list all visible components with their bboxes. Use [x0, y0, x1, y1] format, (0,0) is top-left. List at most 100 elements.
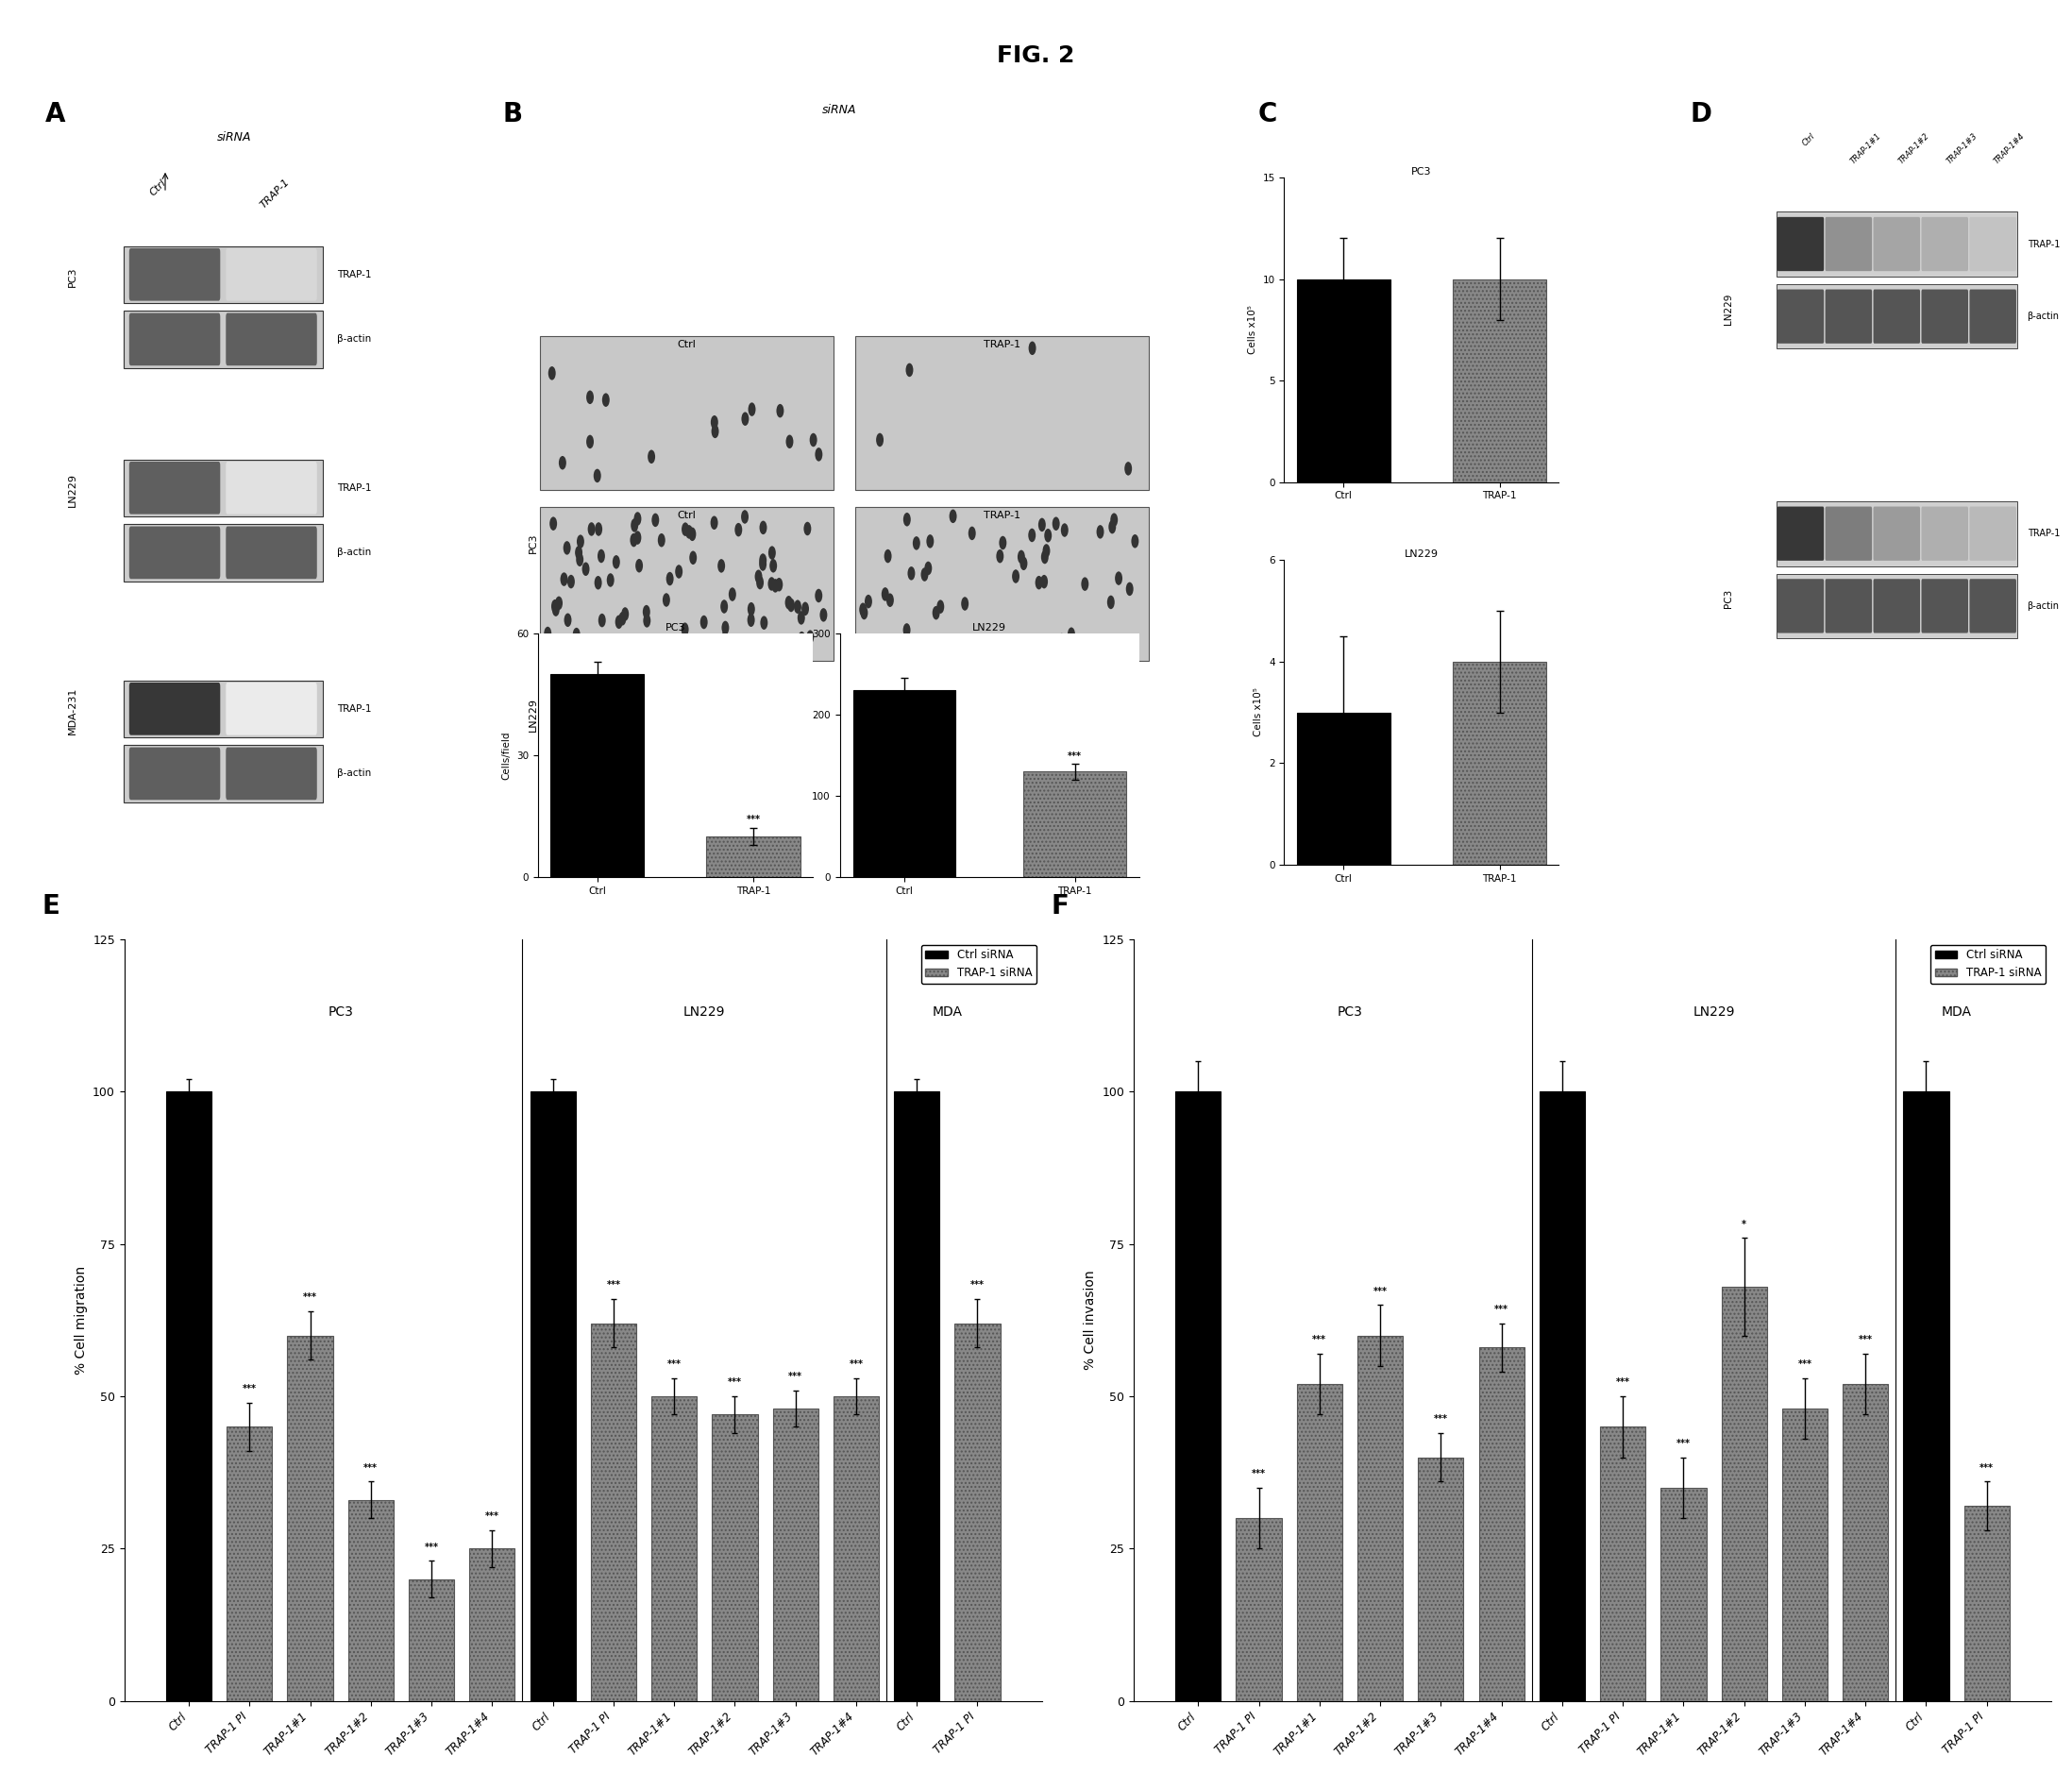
Ellipse shape	[885, 549, 891, 563]
Ellipse shape	[794, 601, 802, 613]
Text: TRAP-1: TRAP-1	[2026, 528, 2060, 539]
Ellipse shape	[588, 523, 595, 535]
Ellipse shape	[603, 393, 609, 408]
Ellipse shape	[572, 627, 580, 641]
Ellipse shape	[711, 516, 719, 530]
Ellipse shape	[1038, 517, 1046, 532]
Ellipse shape	[636, 558, 642, 572]
Bar	[551, 673, 644, 877]
Title: PC3: PC3	[1411, 167, 1432, 177]
FancyBboxPatch shape	[128, 526, 220, 579]
Text: PC3: PC3	[528, 533, 539, 553]
Ellipse shape	[551, 602, 559, 617]
Ellipse shape	[1131, 535, 1140, 548]
Text: MDA-231: MDA-231	[68, 688, 77, 735]
Ellipse shape	[657, 533, 665, 548]
FancyBboxPatch shape	[1778, 507, 1823, 560]
Ellipse shape	[649, 450, 655, 464]
Ellipse shape	[690, 551, 696, 565]
FancyBboxPatch shape	[226, 314, 317, 365]
Text: β-actin: β-actin	[338, 769, 371, 778]
Ellipse shape	[860, 602, 866, 617]
Ellipse shape	[769, 558, 777, 572]
Bar	[707, 836, 800, 877]
Ellipse shape	[1115, 571, 1123, 585]
Legend: Ctrl siRNA, TRAP-1 siRNA: Ctrl siRNA, TRAP-1 siRNA	[922, 944, 1036, 983]
Ellipse shape	[549, 367, 555, 379]
Text: TRAP-1: TRAP-1	[338, 703, 371, 714]
Bar	[1776, 501, 2016, 565]
Bar	[226, 1426, 271, 1701]
FancyBboxPatch shape	[1778, 216, 1823, 271]
Bar	[854, 691, 955, 877]
FancyBboxPatch shape	[1778, 579, 1823, 633]
Text: *: *	[1743, 1219, 1747, 1228]
Bar	[124, 525, 323, 581]
Bar	[1964, 1506, 2010, 1701]
Text: PC3: PC3	[68, 266, 77, 287]
Text: D: D	[1691, 101, 1711, 128]
Ellipse shape	[597, 549, 605, 563]
Bar	[541, 507, 833, 661]
Title: LN229: LN229	[972, 624, 1007, 633]
Ellipse shape	[775, 578, 783, 592]
Text: TRAP-1#1: TRAP-1#1	[1848, 131, 1883, 167]
Ellipse shape	[586, 390, 595, 404]
Text: ***: ***	[727, 1379, 742, 1387]
Text: ***: ***	[485, 1512, 499, 1522]
Bar	[1722, 1286, 1767, 1701]
FancyBboxPatch shape	[128, 682, 220, 735]
Ellipse shape	[903, 624, 910, 636]
Text: LN229: LN229	[684, 1005, 725, 1019]
Ellipse shape	[599, 613, 605, 627]
Ellipse shape	[881, 587, 889, 601]
Ellipse shape	[876, 432, 883, 447]
Ellipse shape	[787, 599, 796, 611]
Ellipse shape	[1028, 342, 1036, 354]
Text: ***: ***	[1676, 1439, 1691, 1448]
Bar	[651, 1396, 696, 1701]
Ellipse shape	[582, 562, 591, 576]
Text: ***: ***	[1616, 1379, 1631, 1387]
FancyBboxPatch shape	[226, 248, 317, 301]
Text: ***: ***	[1312, 1334, 1326, 1345]
Text: siRNA: siRNA	[976, 962, 1005, 971]
Ellipse shape	[814, 588, 823, 602]
FancyBboxPatch shape	[1873, 507, 1921, 560]
FancyBboxPatch shape	[1825, 289, 1871, 344]
Bar	[124, 459, 323, 516]
FancyBboxPatch shape	[1825, 507, 1871, 560]
FancyBboxPatch shape	[1970, 289, 2016, 344]
Text: TRAP-1#4: TRAP-1#4	[1993, 131, 2026, 167]
Ellipse shape	[785, 595, 792, 610]
Ellipse shape	[802, 602, 808, 615]
Ellipse shape	[887, 594, 893, 608]
Text: ***: ***	[746, 815, 760, 824]
Bar	[1237, 1519, 1283, 1701]
Ellipse shape	[1123, 641, 1129, 656]
Ellipse shape	[576, 546, 582, 560]
Ellipse shape	[748, 602, 754, 617]
Ellipse shape	[744, 645, 750, 657]
Ellipse shape	[717, 558, 725, 572]
Ellipse shape	[999, 535, 1007, 549]
Bar	[1600, 1426, 1645, 1701]
Bar	[1417, 1457, 1463, 1701]
Text: ***: ***	[365, 1464, 377, 1473]
Bar	[288, 1336, 334, 1701]
Text: siRNA: siRNA	[661, 962, 690, 971]
Ellipse shape	[559, 455, 566, 470]
Ellipse shape	[576, 535, 584, 548]
Ellipse shape	[736, 523, 742, 537]
Text: Ctrl: Ctrl	[678, 510, 696, 521]
Ellipse shape	[564, 613, 572, 627]
Text: ***: ***	[425, 1542, 439, 1552]
Ellipse shape	[1036, 576, 1042, 590]
Text: β-actin: β-actin	[2026, 312, 2060, 321]
Ellipse shape	[1028, 528, 1036, 542]
Text: A: A	[46, 101, 66, 128]
Ellipse shape	[968, 526, 976, 540]
Ellipse shape	[1082, 578, 1088, 590]
Ellipse shape	[729, 588, 736, 601]
FancyBboxPatch shape	[128, 748, 220, 799]
